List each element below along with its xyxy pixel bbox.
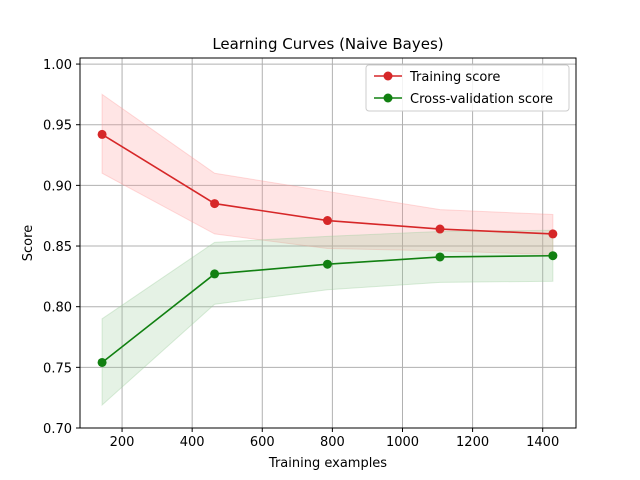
training-point bbox=[322, 216, 332, 226]
cross-validation-point bbox=[435, 252, 445, 262]
y-axis-ticks: 0.70 0.75 0.80 0.85 0.90 0.95 1.00 bbox=[43, 58, 80, 437]
legend: Training score Cross-validation score bbox=[365, 64, 570, 112]
training-point bbox=[435, 224, 445, 234]
x-tick-label: 1200 bbox=[456, 435, 489, 450]
x-tick-label: 1400 bbox=[526, 435, 559, 450]
y-tick-label: 0.90 bbox=[43, 179, 72, 194]
y-tick-label: 0.75 bbox=[43, 361, 72, 376]
legend-marker-cross-validation bbox=[383, 93, 393, 103]
x-axis-label: Training examples bbox=[268, 456, 387, 471]
training-point bbox=[97, 129, 107, 139]
y-tick-label: 0.85 bbox=[43, 240, 72, 255]
cross-validation-point bbox=[97, 357, 107, 367]
legend-label-training: Training score bbox=[409, 70, 500, 85]
y-tick-label: 0.95 bbox=[43, 119, 72, 134]
plot-background bbox=[80, 58, 576, 428]
plot-area bbox=[80, 58, 576, 428]
y-tick-label: 1.00 bbox=[43, 58, 72, 73]
x-tick-label: 800 bbox=[320, 435, 345, 450]
series-points bbox=[97, 129, 558, 367]
legend-label-cross-validation: Cross-validation score bbox=[410, 92, 553, 107]
training-point bbox=[210, 199, 220, 209]
y-tick-label: 0.70 bbox=[43, 422, 72, 437]
training-point bbox=[548, 229, 558, 239]
x-tick-label: 600 bbox=[250, 435, 275, 450]
x-axis-ticks: 200 400 600 800 1000 1200 1400 bbox=[110, 428, 559, 450]
cross-validation-point bbox=[210, 269, 220, 279]
cross-validation-point bbox=[322, 259, 332, 269]
cross-validation-point bbox=[548, 251, 558, 261]
y-tick-label: 0.80 bbox=[43, 301, 72, 316]
chart-title: Learning Curves (Naive Bayes) bbox=[212, 35, 443, 53]
x-tick-label: 1000 bbox=[386, 435, 419, 450]
legend-marker-training bbox=[383, 71, 393, 81]
x-tick-label: 200 bbox=[110, 435, 135, 450]
plot-frame bbox=[79, 57, 577, 429]
y-axis-label: Score bbox=[21, 225, 36, 261]
legend-box bbox=[365, 64, 570, 112]
x-tick-label: 400 bbox=[180, 435, 205, 450]
